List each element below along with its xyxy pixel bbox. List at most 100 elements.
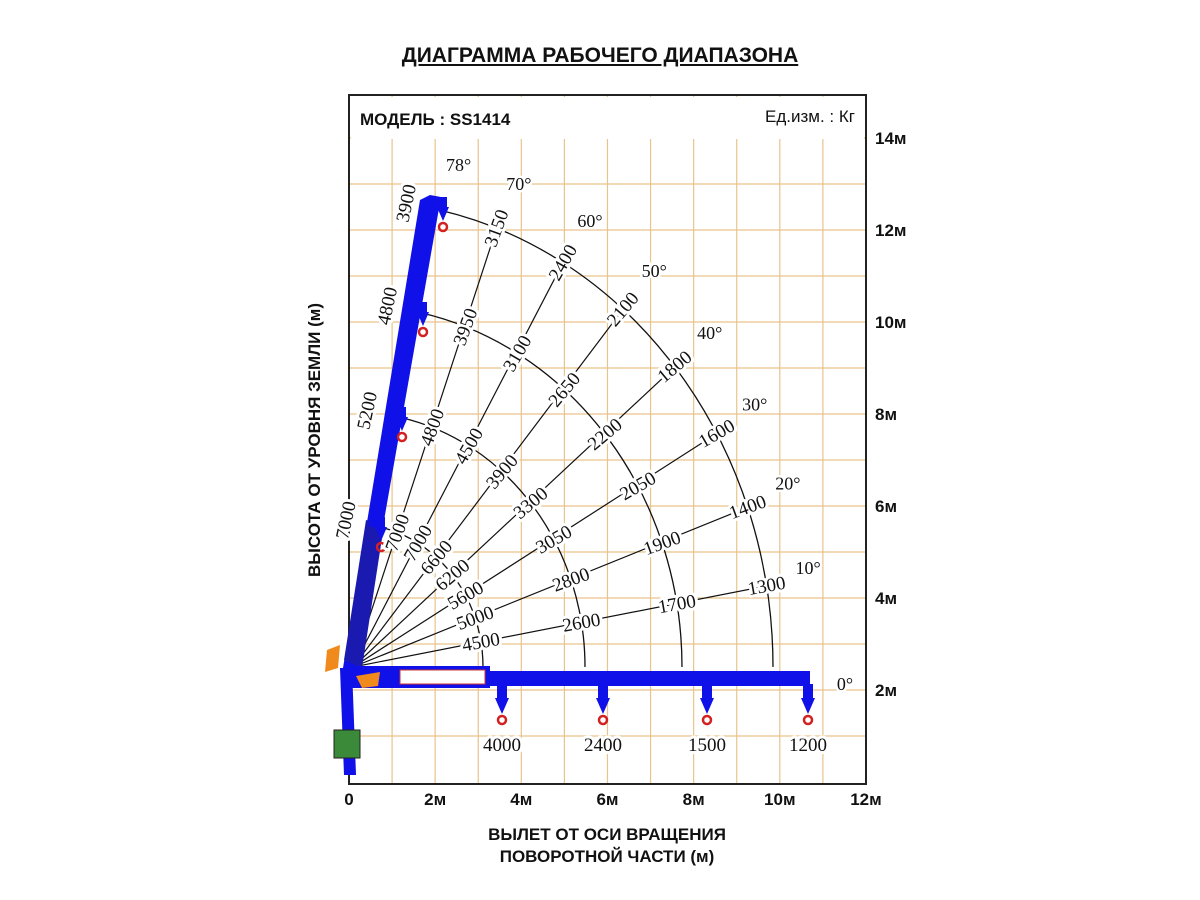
load-value: 3300 xyxy=(510,483,553,524)
control-box xyxy=(333,729,361,759)
hook-block xyxy=(596,698,610,714)
angle-label: 10° xyxy=(796,558,821,578)
y-axis-title: ВЫСОТА ОТ УРОВНЯ ЗЕМЛИ (м) xyxy=(305,303,324,577)
load-value: 1500 xyxy=(688,735,726,756)
load-value: 3150 xyxy=(481,207,514,250)
load-value: 4000 xyxy=(483,735,521,756)
load-value: 7000 xyxy=(332,499,360,541)
load-value: 1900 xyxy=(641,527,684,560)
ray-line xyxy=(352,262,564,668)
angle-label: 20° xyxy=(775,474,800,494)
model-label: МОДЕЛЬ : SS1414 xyxy=(360,110,511,129)
x-axis-title-line1: ВЫЛЕТ ОТ ОСИ ВРАЩЕНИЯ xyxy=(488,825,726,844)
hook-block xyxy=(396,417,408,431)
load-value: 3050 xyxy=(532,521,575,558)
load-value: 1400 xyxy=(726,491,769,524)
boom-decal xyxy=(399,669,486,685)
x-tick-label: 10м xyxy=(764,790,796,809)
y-tick-label: 12м xyxy=(875,221,907,240)
angle-label: 30° xyxy=(742,395,767,415)
load-arcs xyxy=(379,209,774,668)
hook-icon xyxy=(701,714,713,726)
chart-frame xyxy=(348,94,867,785)
load-arc xyxy=(421,312,683,668)
x-tick-label: 8м xyxy=(683,790,705,809)
hook-icon xyxy=(802,714,814,726)
ray-line xyxy=(352,506,748,668)
hook-block xyxy=(700,698,714,714)
hook-block xyxy=(801,698,815,714)
hook-bracket xyxy=(369,517,385,527)
load-value: 2100 xyxy=(603,288,644,331)
load-value: 3950 xyxy=(450,306,483,349)
angle-label: 0° xyxy=(837,674,853,694)
load-value: 1800 xyxy=(654,347,697,388)
ray-line xyxy=(352,308,624,668)
x-tick-label: 12м xyxy=(850,790,882,809)
orange-plate xyxy=(325,645,340,672)
crane-boom xyxy=(325,195,815,775)
x-tick-label: 4м xyxy=(510,790,532,809)
y-tick-label: 14м xyxy=(875,129,907,148)
load-value: 1200 xyxy=(789,735,827,756)
hook-icon xyxy=(597,714,609,726)
hook-block xyxy=(495,698,509,714)
hook-icon xyxy=(496,714,508,726)
orange-plate xyxy=(356,672,380,688)
load-value: 2600 xyxy=(561,610,602,637)
y-tick-label: 8м xyxy=(875,405,897,424)
boom-base-section xyxy=(344,520,384,668)
load-value: 2050 xyxy=(616,468,659,505)
hook-icon xyxy=(375,541,387,553)
load-value: 2400 xyxy=(584,735,622,756)
angle-label: 40° xyxy=(697,323,722,343)
hook-block xyxy=(375,527,387,541)
horizontal-boom xyxy=(490,671,810,686)
hook-bracket xyxy=(803,684,813,698)
x-tick-label: 6м xyxy=(596,790,618,809)
load-value: 2800 xyxy=(550,564,593,597)
load-value: 3900 xyxy=(393,183,421,225)
load-arc xyxy=(440,209,774,668)
hook-bracket xyxy=(702,684,712,698)
hook-block xyxy=(437,207,449,221)
y-tick-label: 4м xyxy=(875,589,897,608)
hook-block xyxy=(417,312,429,326)
x-tick-label: 2м xyxy=(424,790,446,809)
x-tick-label: 0 xyxy=(344,790,353,809)
ray-line xyxy=(352,227,498,668)
hook-icon xyxy=(437,221,449,233)
units-label: Ед.изм. : Кг xyxy=(765,107,855,126)
load-value: 3100 xyxy=(499,332,536,375)
hook-icon xyxy=(396,431,408,443)
load-arc xyxy=(379,526,484,668)
load-value: 1600 xyxy=(695,415,738,452)
ray-line xyxy=(352,585,767,668)
angle-label: 60° xyxy=(577,211,602,231)
load-value: 5200 xyxy=(354,390,382,432)
load-value: 4500 xyxy=(451,425,488,468)
hook-bracket xyxy=(390,407,406,417)
load-value: 1300 xyxy=(746,573,787,600)
y-tick-label: 2м xyxy=(875,681,897,700)
hook-bracket xyxy=(411,302,427,312)
load-value: 2200 xyxy=(584,414,627,455)
y-tick-label: 6м xyxy=(875,497,897,516)
load-value: 4800 xyxy=(374,285,402,327)
load-value: 4800 xyxy=(416,406,449,449)
hook-bracket xyxy=(431,197,447,207)
axis-ticks: 0 2м 4м 6м 8м 10м 12м 2м 4м 6м 8м 10м 12м 14м xyxy=(344,129,906,809)
load-arc xyxy=(401,416,586,668)
header-band xyxy=(351,97,864,139)
angle-rays xyxy=(352,227,767,668)
hook-bracket xyxy=(497,684,507,698)
ray-line xyxy=(352,432,718,668)
angle-label: 70° xyxy=(506,174,531,194)
diagram-title: ДИАГРАММА РАБОЧЕГО ДИАПАЗОНА xyxy=(401,44,799,67)
hook-icon xyxy=(417,326,429,338)
grid xyxy=(349,95,866,784)
x-axis-title-line2: ПОВОРОТНОЙ ЧАСТИ (м) xyxy=(500,847,715,866)
angle-label: 78° xyxy=(446,155,471,175)
